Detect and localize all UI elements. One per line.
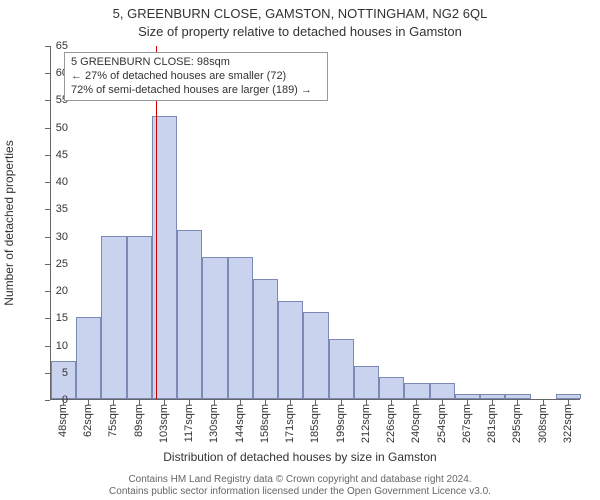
- x-tick-label: 322sqm: [562, 404, 574, 443]
- bar: [303, 312, 328, 399]
- annotation-line: 5 GREENBURN CLOSE: 98sqm: [71, 56, 321, 70]
- x-tick-label: 212sqm: [360, 404, 372, 443]
- page-title: 5, GREENBURN CLOSE, GAMSTON, NOTTINGHAM,…: [0, 6, 600, 21]
- x-tick-label: 199sqm: [335, 404, 347, 443]
- bar: [430, 383, 455, 399]
- y-tick-mark: [45, 346, 50, 347]
- annotation-box: 5 GREENBURN CLOSE: 98sqm ← 27% of detach…: [64, 52, 328, 101]
- annotation-line: 72% of semi-detached houses are larger (…: [71, 84, 321, 98]
- x-tick-label: 295sqm: [511, 404, 523, 443]
- bar: [455, 394, 480, 399]
- bar: [202, 257, 227, 399]
- x-tick-label: 308sqm: [537, 404, 549, 443]
- annotation-line: ← 27% of detached houses are smaller (72…: [71, 70, 321, 84]
- footer: Contains HM Land Registry data © Crown c…: [0, 474, 600, 498]
- y-tick-mark: [45, 400, 50, 401]
- x-tick-label: 185sqm: [309, 404, 321, 443]
- bar: [480, 394, 505, 399]
- x-tick-label: 240sqm: [410, 404, 422, 443]
- bar: [379, 377, 404, 399]
- bar: [505, 394, 530, 399]
- bar: [278, 301, 303, 399]
- bar: [404, 383, 429, 399]
- x-tick-label: 281sqm: [486, 404, 498, 443]
- x-tick-label: 130sqm: [208, 404, 220, 443]
- page-subtitle: Size of property relative to detached ho…: [0, 24, 600, 39]
- x-tick-label: 144sqm: [234, 404, 246, 443]
- x-axis-label: Distribution of detached houses by size …: [0, 450, 600, 464]
- x-tick-label: 158sqm: [259, 404, 271, 443]
- y-tick-mark: [45, 291, 50, 292]
- y-tick-mark: [45, 100, 50, 101]
- x-tick-label: 75sqm: [107, 404, 119, 437]
- footer-line: Contains public sector information licen…: [0, 486, 600, 498]
- x-tick-label: 117sqm: [183, 404, 195, 442]
- x-tick-label: 171sqm: [284, 404, 296, 443]
- x-tick-label: 48sqm: [57, 404, 69, 437]
- bar: [127, 236, 152, 399]
- x-tick-label: 89sqm: [133, 404, 145, 437]
- y-tick-mark: [45, 264, 50, 265]
- y-tick-mark: [45, 318, 50, 319]
- y-tick-mark: [45, 155, 50, 156]
- y-tick-mark: [45, 73, 50, 74]
- y-tick-mark: [45, 46, 50, 47]
- bar: [354, 366, 379, 399]
- footer-line: Contains HM Land Registry data © Crown c…: [0, 474, 600, 486]
- x-tick-label: 267sqm: [461, 404, 473, 443]
- y-axis-label: Number of detached properties: [2, 140, 16, 305]
- y-tick-mark: [45, 128, 50, 129]
- bar: [101, 236, 126, 399]
- y-tick-mark: [45, 237, 50, 238]
- y-tick-mark: [45, 209, 50, 210]
- x-tick-label: 226sqm: [385, 404, 397, 443]
- y-tick-mark: [45, 373, 50, 374]
- bar: [556, 394, 581, 399]
- bar: [76, 317, 101, 399]
- x-tick-label: 103sqm: [158, 404, 170, 443]
- bar: [253, 279, 278, 399]
- chart-root: 5, GREENBURN CLOSE, GAMSTON, NOTTINGHAM,…: [0, 0, 600, 500]
- y-tick-mark: [45, 182, 50, 183]
- bar: [228, 257, 253, 399]
- bar: [329, 339, 354, 399]
- x-tick-label: 62sqm: [82, 404, 94, 437]
- x-tick-label: 254sqm: [436, 404, 448, 443]
- bar: [177, 230, 202, 399]
